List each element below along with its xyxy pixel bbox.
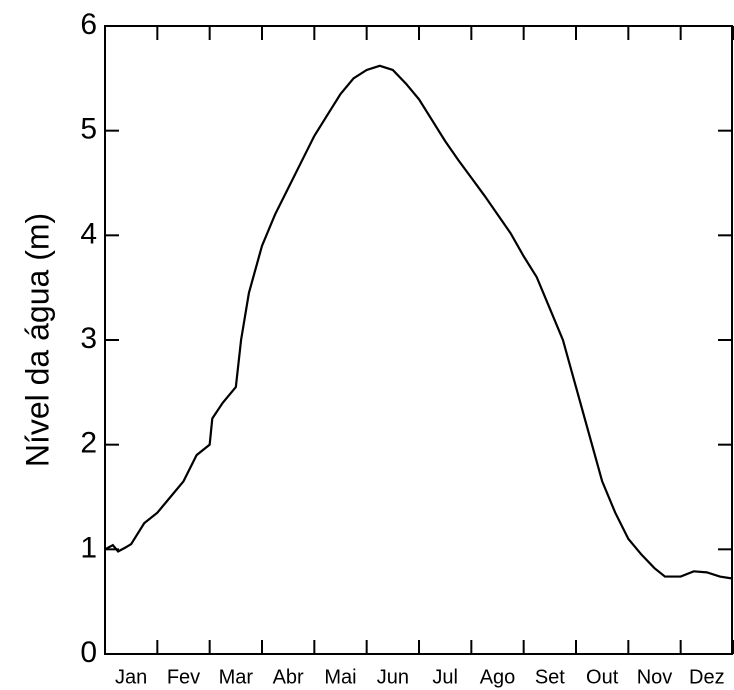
y-tick-label: 4 [80, 217, 97, 250]
x-tick-label: Dez [689, 666, 725, 688]
x-tick-label: Mar [219, 666, 254, 688]
x-tick-label: Abr [273, 666, 304, 688]
x-tick-label: Jun [377, 666, 409, 688]
x-tick-label: Fev [167, 666, 200, 688]
x-tick-label: Out [586, 666, 619, 688]
y-tick-label: 0 [80, 636, 97, 669]
y-tick-label: 5 [80, 113, 97, 146]
x-tick-label: Jul [432, 666, 458, 688]
y-tick-label: 1 [80, 531, 97, 564]
x-tick-label: Mai [324, 666, 356, 688]
y-tick-label: 6 [80, 8, 97, 41]
data-line [104, 64, 734, 580]
x-tick-label: Nov [637, 666, 673, 688]
x-tick-label: Jan [115, 666, 147, 688]
plot-frame [104, 25, 733, 655]
y-tick-label: 2 [80, 427, 97, 460]
x-tick-label: Ago [480, 666, 516, 688]
y-tick-label: 3 [80, 322, 97, 355]
y-axis-label: Nível da água (m) [19, 213, 55, 467]
x-tick-label: Set [535, 666, 565, 688]
